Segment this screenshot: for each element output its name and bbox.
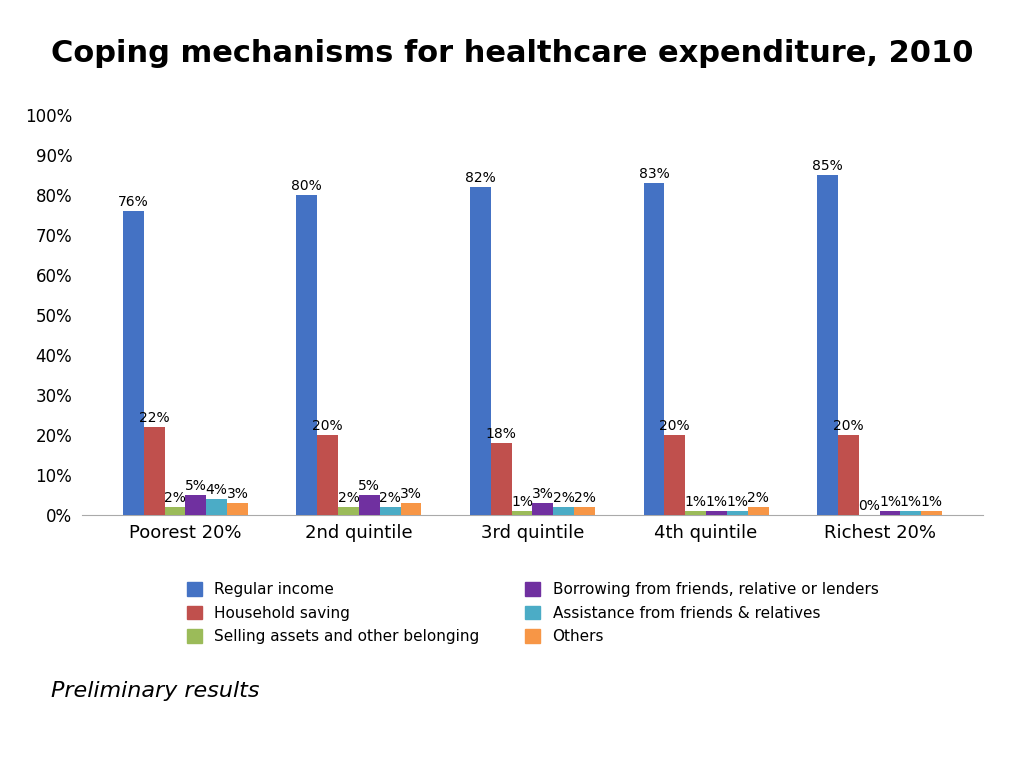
Bar (643, 183, 665, 515)
Text: 1%: 1% (685, 495, 707, 508)
Bar (748, 507, 769, 515)
Text: 5%: 5% (358, 478, 380, 492)
Text: 1%: 1% (511, 495, 534, 508)
Text: 0%: 0% (858, 498, 880, 512)
Bar (922, 511, 942, 515)
Bar (206, 498, 227, 515)
Bar (727, 511, 748, 515)
Bar (838, 435, 859, 515)
Bar (880, 511, 900, 515)
Text: 2%: 2% (338, 491, 359, 505)
Text: 80%: 80% (292, 179, 323, 193)
Bar (185, 495, 206, 515)
Bar (400, 502, 422, 515)
Bar (359, 495, 380, 515)
Text: 2%: 2% (164, 491, 186, 505)
Text: 3%: 3% (531, 487, 554, 501)
Legend: Regular income, Household saving, Selling assets and other belonging, Borrowing : Regular income, Household saving, Sellin… (186, 582, 879, 644)
Bar (380, 507, 400, 515)
Bar (490, 442, 512, 515)
Text: 76%: 76% (118, 195, 148, 209)
Text: 20%: 20% (834, 419, 863, 432)
Text: 22%: 22% (139, 411, 169, 425)
Text: 2%: 2% (748, 491, 769, 505)
Bar (227, 502, 248, 515)
Text: icddr,b: icddr,b (44, 724, 124, 745)
Text: 3%: 3% (400, 487, 422, 501)
Text: 20%: 20% (659, 419, 690, 432)
Text: 1%: 1% (900, 495, 922, 508)
Text: Preliminary results: Preliminary results (51, 681, 260, 701)
Bar (685, 511, 706, 515)
Bar (165, 507, 185, 515)
Bar (512, 511, 532, 515)
Text: 20%: 20% (312, 419, 343, 432)
Text: 5%: 5% (185, 478, 207, 492)
Bar (553, 507, 574, 515)
Bar (665, 435, 685, 515)
Text: 1%: 1% (921, 495, 943, 508)
Text: 1%: 1% (726, 495, 749, 508)
Bar (532, 502, 553, 515)
Bar (900, 511, 922, 515)
Bar (338, 507, 359, 515)
Text: 1%: 1% (706, 495, 727, 508)
Bar (317, 435, 338, 515)
Text: 2%: 2% (553, 491, 574, 505)
Text: 4%: 4% (206, 482, 227, 497)
Text: 83%: 83% (639, 167, 670, 181)
Text: Coping mechanisms for healthcare expenditure, 2010: Coping mechanisms for healthcare expendi… (51, 39, 973, 68)
Bar (817, 175, 838, 515)
Text: 2%: 2% (573, 491, 596, 505)
Bar (706, 511, 727, 515)
Bar (123, 211, 143, 515)
Bar (470, 187, 490, 515)
Text: 82%: 82% (465, 171, 496, 185)
Bar (296, 195, 317, 515)
Bar (574, 507, 595, 515)
Text: 85%: 85% (812, 159, 843, 173)
Text: 2%: 2% (379, 491, 401, 505)
Text: KNOWLEDGE FOR GLOBAL LIFESAVING SOLUTIONS: KNOWLEDGE FOR GLOBAL LIFESAVING SOLUTION… (0, 753, 190, 762)
Bar (143, 427, 165, 515)
Text: 18%: 18% (485, 427, 517, 441)
Text: 3%: 3% (226, 487, 249, 501)
Text: 1%: 1% (879, 495, 901, 508)
